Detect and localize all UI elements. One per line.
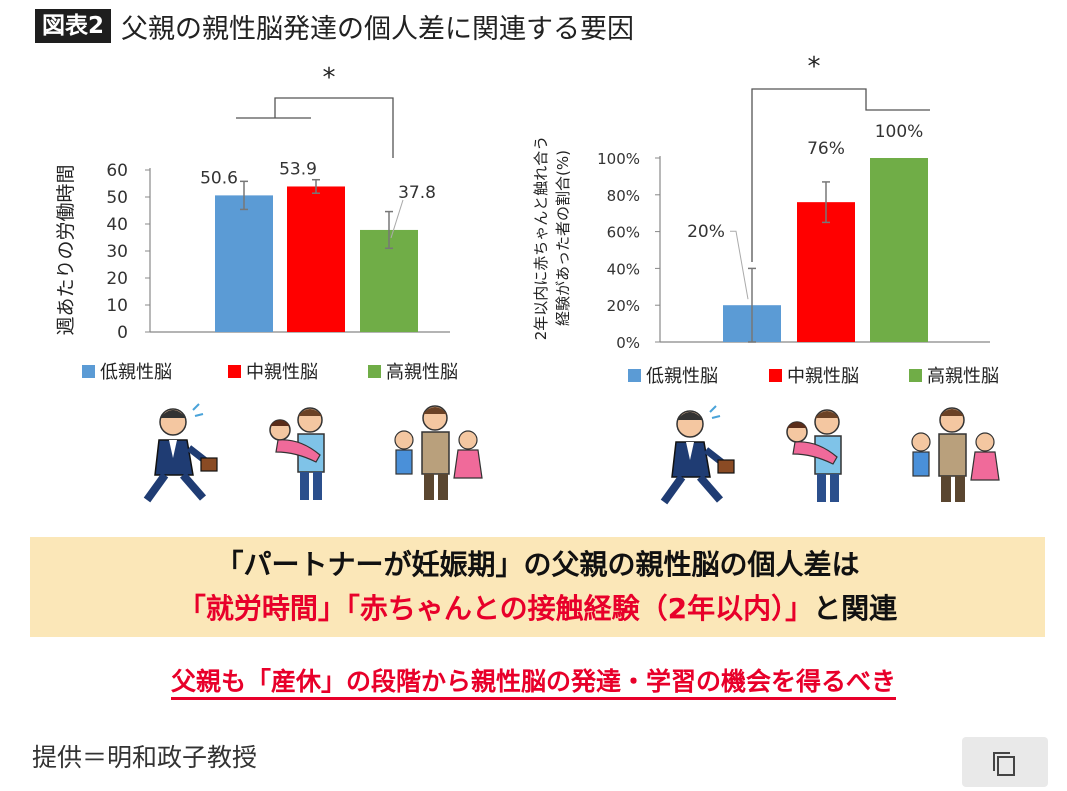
- chart1-data-label: 37.8: [398, 183, 436, 203]
- busy-businessman-icon: [660, 405, 735, 505]
- chart1-tick-label: 40: [106, 215, 128, 235]
- chart1-legend-swatch: [368, 365, 381, 378]
- busy-businessman-icon: [143, 403, 218, 503]
- note-line-1: 「パートナーが妊娠期」の父親の親性脳の個人差は: [215, 548, 860, 581]
- chart1-tick-label: 50: [106, 188, 128, 208]
- chart1-label-leader: [390, 199, 404, 239]
- chart2-tick-label: 40%: [607, 260, 640, 278]
- chart1-tick-label: 10: [106, 296, 128, 316]
- chart1-y-axis-label: 週あたりの労働時間: [55, 164, 77, 335]
- father-with-children-icon: [911, 407, 1000, 502]
- father-carrying-child-icon: [786, 409, 842, 502]
- chart2-data-label: 20%: [687, 222, 725, 242]
- note-suffix: と関連: [813, 592, 898, 625]
- figure-badge: 図表2: [35, 9, 112, 43]
- chart1-data-label: 53.9: [279, 159, 317, 179]
- note-line-2: 「就労時間」「赤ちゃんとの接触経験（2年以内）」と関連: [30, 587, 1045, 627]
- chart1-significance-bracket: [274, 97, 394, 158]
- chart1-tick-label: 0: [117, 323, 128, 343]
- image-credit: 提供＝明和政子教授: [32, 743, 258, 772]
- figure-title: 父親の親性脳発達の個人差に関連する要因: [121, 13, 635, 45]
- chart2-legend-label: 低親性脳: [646, 366, 718, 387]
- chart2-bar: [870, 158, 928, 342]
- chart2-data-label: 76%: [807, 139, 845, 159]
- chart1-legend-swatch: [82, 365, 95, 378]
- chart2-legend-swatch: [628, 369, 641, 382]
- chart2-tick-label: 60%: [607, 224, 640, 242]
- figure-header: 図表2 父親の親性脳発達の個人差に関連する要因: [35, 6, 634, 46]
- chart2-tick-label: 0%: [616, 334, 640, 352]
- chart1-tick-label: 30: [106, 242, 128, 262]
- chart1-significance-star: *: [323, 63, 336, 93]
- chart1-bar: [215, 195, 273, 332]
- chart1-tick-label: 20: [106, 269, 128, 289]
- summary-note: 「パートナーが妊娠期」の父親の親性脳の個人差は 「就労時間」「赤ちゃんとの接触経…: [30, 537, 1045, 637]
- chart2-label-leader: [730, 230, 749, 300]
- chart1-legend-swatch: [228, 365, 241, 378]
- chart1-tick-label: 60: [106, 161, 128, 181]
- note-highlight: 「就労時間」「赤ちゃんとの接触経験（2年以内）」: [177, 592, 814, 625]
- chart2-legend-swatch: [769, 369, 782, 382]
- chart2-legend-label: 高親性脳: [927, 366, 999, 387]
- chart2-significance-bracket: [751, 88, 930, 262]
- conclusion-text: 父親も「産休」の段階から親性脳の発達・学習の機会を得るべき: [170, 667, 896, 700]
- chart2-tick-label: 20%: [607, 297, 640, 315]
- copy-icon: [993, 752, 1015, 776]
- copy-button[interactable]: [962, 737, 1048, 787]
- illustrations-right: [652, 402, 1032, 516]
- chart1-legend-label: 低親性脳: [100, 362, 172, 383]
- chart2-legend-label: 中親性脳: [787, 366, 859, 387]
- conclusion: 父親も「産休」の段階から親性脳の発達・学習の機会を得るべき: [0, 662, 1067, 700]
- chart1-data-label: 50.6: [200, 168, 238, 188]
- chart2-data-label: 100%: [875, 122, 924, 142]
- chart2-significance-star: *: [808, 52, 821, 82]
- illustrations-left: [135, 400, 515, 514]
- father-carrying-child-icon: [269, 407, 325, 500]
- chart2-legend-swatch: [909, 369, 922, 382]
- chart2-tick-label: 80%: [607, 187, 640, 205]
- chart2-tick-label: 100%: [597, 150, 640, 168]
- chart2-y-axis-label: 2年以内に赤ちゃんと触れ合う: [532, 136, 550, 341]
- chart2-bar: [797, 202, 855, 342]
- chart1-legend-label: 高親性脳: [386, 362, 458, 383]
- father-with-children-icon: [394, 405, 483, 500]
- chart1-bar: [287, 186, 345, 332]
- chart1-legend-label: 中親性脳: [246, 362, 318, 383]
- chart2-y-axis-label: 経験があった者の割合(%): [554, 150, 572, 326]
